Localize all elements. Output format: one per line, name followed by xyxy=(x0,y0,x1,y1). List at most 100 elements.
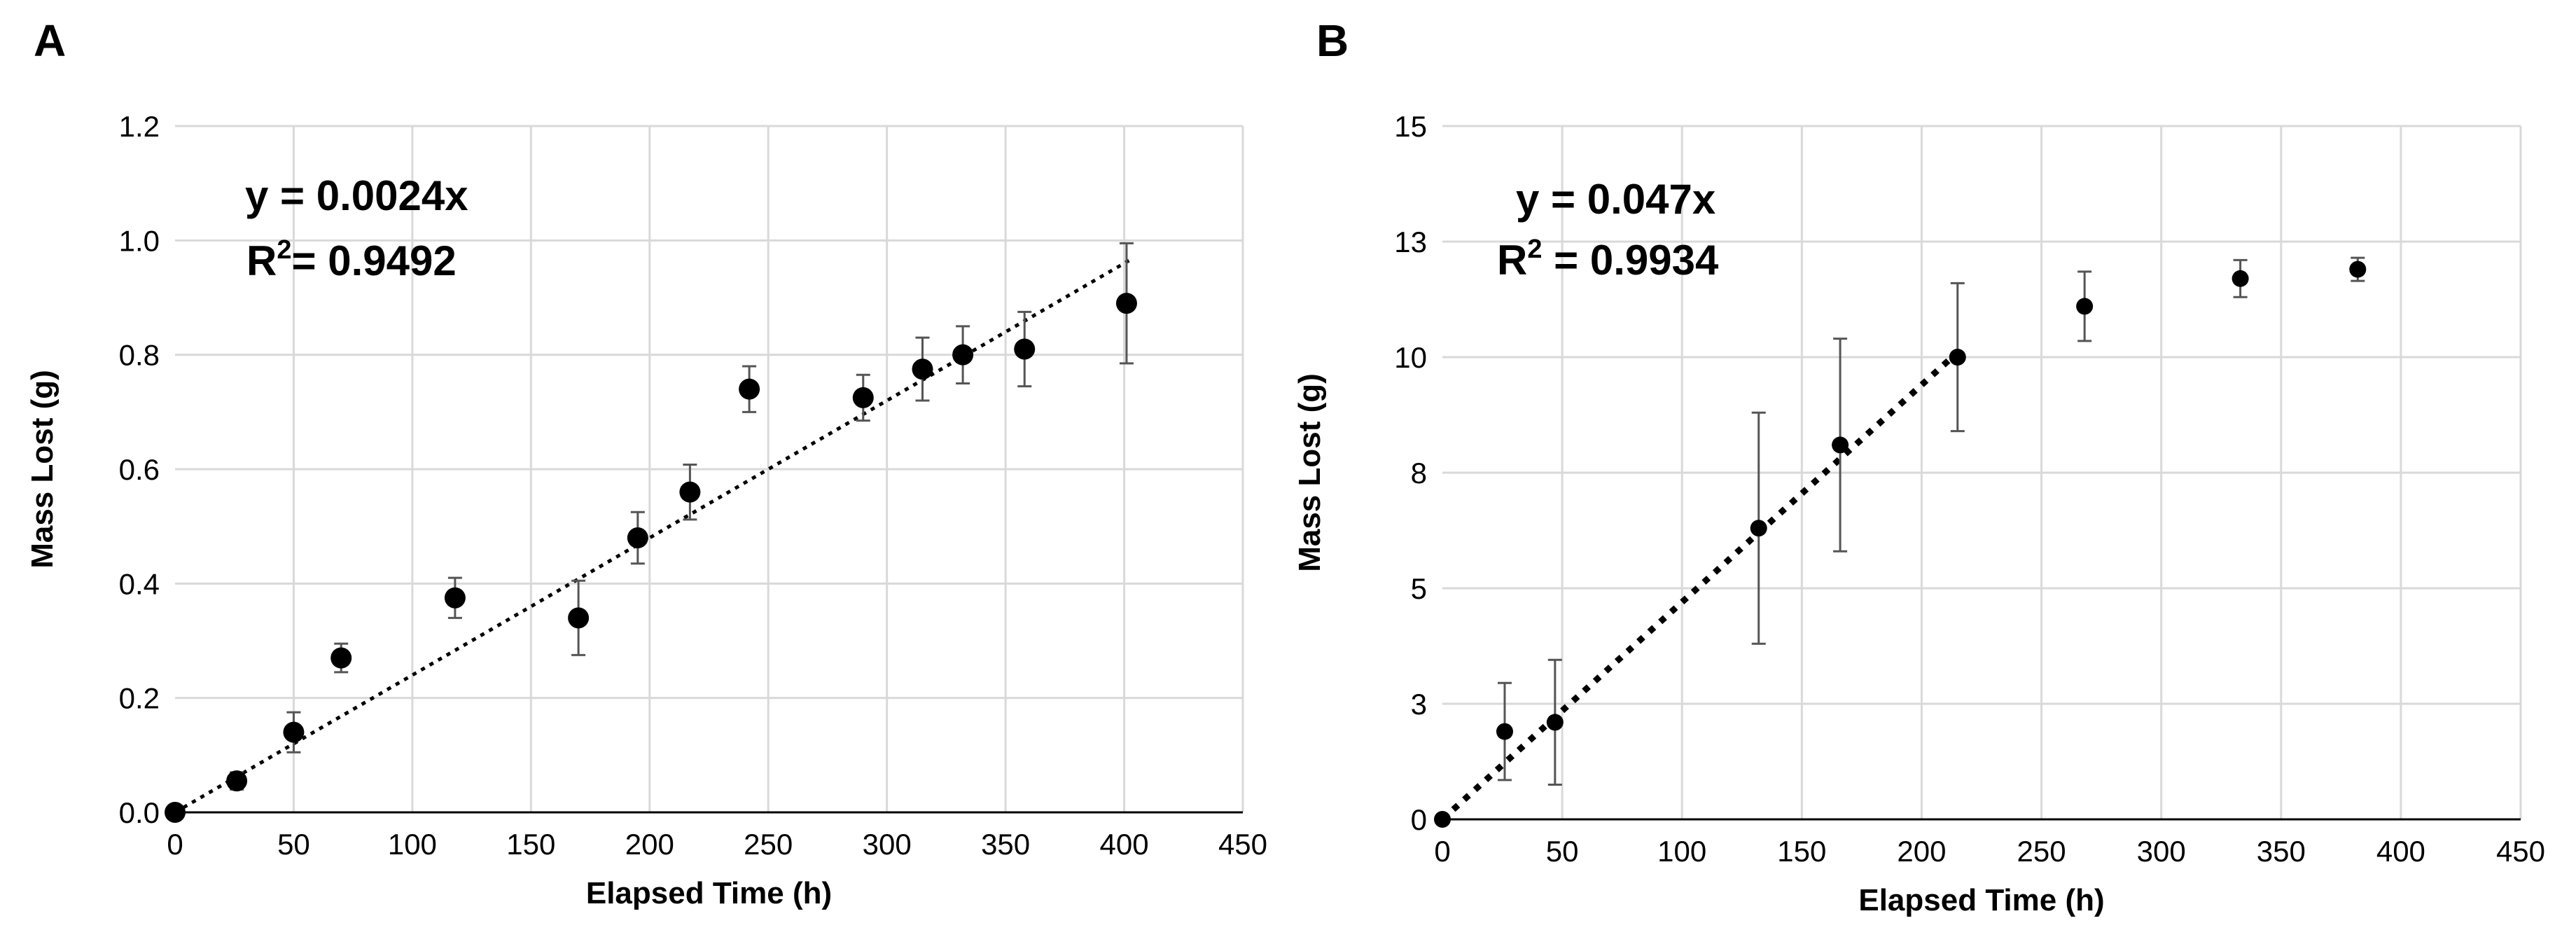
data-marker xyxy=(852,387,874,408)
chart-panel-a: A 0.0 0.2 0.4 0.6 0.8 1.0 1.2 0 50 100 150 200 250 3… xyxy=(25,15,1267,910)
data-point xyxy=(1014,310,1036,388)
data-marker xyxy=(165,802,186,823)
data-point xyxy=(1496,681,1513,782)
data-point xyxy=(852,373,874,422)
data-point xyxy=(2349,256,2367,282)
y-tick-label: 15 xyxy=(1394,110,1427,143)
x-tick-label: 50 xyxy=(277,828,310,861)
x-tick-label: 50 xyxy=(1546,835,1579,868)
data-marker xyxy=(444,587,466,609)
chart-a-x-ticks: 0 50 100 150 200 250 300 350 400 450 xyxy=(167,828,1267,861)
x-tick-label: 200 xyxy=(625,828,674,861)
data-marker xyxy=(2232,270,2249,287)
x-tick-label: 300 xyxy=(2137,835,2186,868)
chart-a-r2: R2= 0.9492 xyxy=(246,235,457,284)
chart-panel-b: B 0 3 5 8 10 13 15 0 50 100 150 200 250 300 350 400 450… xyxy=(1293,15,2545,917)
y-tick-label: 3 xyxy=(1411,688,1427,721)
chart-b-equation: y = 0.047x xyxy=(1516,176,1715,223)
x-tick-label: 350 xyxy=(2257,835,2306,868)
data-point xyxy=(952,325,974,384)
data-marker xyxy=(1546,714,1564,731)
y-tick-label: 1.0 xyxy=(119,224,160,257)
chart-b-r2: R2 = 0.9934 xyxy=(1497,235,1719,284)
data-marker xyxy=(330,647,352,669)
chart-a-trendline xyxy=(174,258,1130,814)
data-marker xyxy=(739,378,760,400)
data-marker xyxy=(2076,298,2094,315)
data-point xyxy=(1949,282,1966,433)
x-tick-label: 150 xyxy=(1777,835,1826,868)
x-tick-label: 0 xyxy=(1434,835,1450,868)
chart-a-points xyxy=(165,242,1137,823)
chart-b-r2-value: = 0.9934 xyxy=(1542,237,1719,284)
chart-a-y-ticks: 0.0 0.2 0.4 0.6 0.8 1.0 1.2 xyxy=(119,110,160,829)
data-point xyxy=(226,770,248,792)
chart-a-equation: y = 0.0024x xyxy=(245,172,468,219)
chart-b-points xyxy=(1434,256,2367,828)
x-tick-label: 400 xyxy=(1100,828,1149,861)
x-tick-label: 450 xyxy=(2496,835,2545,868)
y-tick-label: 0.4 xyxy=(119,567,160,600)
data-point xyxy=(283,711,305,754)
x-tick-label: 300 xyxy=(863,828,912,861)
trendline xyxy=(174,258,1130,814)
data-marker xyxy=(952,344,974,366)
data-point xyxy=(1115,242,1137,365)
chart-b-trendline xyxy=(1440,354,1955,822)
data-marker xyxy=(226,770,248,792)
data-point xyxy=(165,802,186,823)
x-tick-label: 250 xyxy=(744,828,793,861)
data-point xyxy=(2076,270,2094,342)
chart-a-r2-sup: 2 xyxy=(277,235,291,265)
data-point xyxy=(912,336,933,402)
data-point xyxy=(2232,258,2249,298)
data-point xyxy=(1434,811,1451,828)
data-point xyxy=(330,642,352,674)
y-tick-label: 0.6 xyxy=(119,453,160,486)
chart-a-r2-value: = 0.9492 xyxy=(291,237,456,284)
chart-a-y-axis-label: Mass Lost (g) xyxy=(25,370,60,569)
x-tick-label: 150 xyxy=(506,828,555,861)
x-tick-label: 350 xyxy=(981,828,1030,861)
y-tick-label: 0.0 xyxy=(119,796,160,829)
data-marker xyxy=(679,481,701,503)
chart-b-y-ticks: 0 3 5 8 10 13 15 xyxy=(1394,110,1427,836)
y-tick-label: 8 xyxy=(1411,457,1427,490)
trendline xyxy=(1440,354,1955,822)
chart-a-gridlines xyxy=(175,125,1244,814)
x-tick-label: 450 xyxy=(1218,828,1267,861)
data-marker xyxy=(568,607,590,629)
chart-b-x-ticks: 0 50 100 150 200 250 300 350 400 450 xyxy=(1434,835,2545,868)
y-tick-label: 1.2 xyxy=(119,110,160,143)
data-point xyxy=(627,511,648,565)
y-tick-label: 0 xyxy=(1411,803,1427,836)
data-point xyxy=(444,576,466,619)
x-tick-label: 250 xyxy=(2017,835,2066,868)
data-marker xyxy=(1115,293,1137,314)
data-point xyxy=(1750,411,1767,645)
chart-a-x-axis-label: Elapsed Time (h) xyxy=(586,876,832,910)
y-tick-label: 0.8 xyxy=(119,339,160,372)
y-tick-label: 0.2 xyxy=(119,682,160,715)
y-tick-label: 10 xyxy=(1394,341,1427,374)
panel-letter-b: B xyxy=(1316,15,1349,66)
x-tick-label: 0 xyxy=(167,828,183,861)
chart-b-x-axis-label: Elapsed Time (h) xyxy=(1858,883,2104,917)
panel-letter-a: A xyxy=(34,15,66,66)
x-tick-label: 400 xyxy=(2376,835,2425,868)
x-tick-label: 100 xyxy=(1657,835,1706,868)
y-tick-label: 13 xyxy=(1394,225,1427,258)
chart-b-y-axis-label: Mass Lost (g) xyxy=(1293,373,1327,572)
data-marker xyxy=(1832,436,1849,454)
y-tick-label: 5 xyxy=(1411,572,1427,605)
chart-a-r2-label: R xyxy=(246,237,277,284)
data-marker xyxy=(1434,811,1451,828)
data-marker xyxy=(1949,349,1966,366)
chart-b-r2-label: R xyxy=(1497,237,1527,284)
data-marker xyxy=(1014,338,1036,360)
data-marker xyxy=(1750,520,1767,537)
chart-b-gridlines xyxy=(1442,125,2522,821)
data-marker xyxy=(283,721,305,743)
data-marker xyxy=(2349,261,2367,278)
